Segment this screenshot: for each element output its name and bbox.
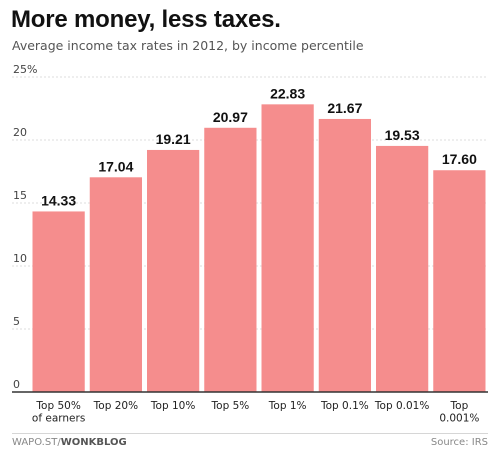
x-tick-label: Top 0.001%	[439, 400, 479, 425]
footer-site: WAPO.ST/	[12, 437, 61, 448]
data-label: 19.53	[385, 127, 420, 143]
x-tick-label: Top 10%	[150, 400, 195, 412]
bar	[318, 118, 371, 392]
x-tick-label: Top 50% of earners	[32, 400, 85, 425]
data-label: 14.33	[41, 192, 76, 208]
data-labels: 14.33 17.04 19.21 20.97 22.83 21.67 19.53 17.60	[41, 85, 477, 208]
chart-title: More money, less taxes.	[11, 6, 281, 33]
bar	[32, 211, 85, 392]
x-tick-label: Top 0.1%	[320, 400, 369, 412]
x-tick-label: Top 0.01%	[374, 400, 429, 412]
footer-credit: WAPO.ST/WONKBLOG	[12, 437, 127, 448]
x-tick-label: Top 5%	[211, 400, 250, 412]
x-tick-label: Top 20%	[93, 400, 138, 412]
bar	[376, 145, 429, 392]
data-label: 21.67	[327, 100, 362, 116]
y-tick-label: 20	[13, 126, 27, 139]
footer-brand: WONKBLOG	[60, 437, 127, 448]
bar	[433, 170, 486, 392]
data-label: 17.04	[98, 158, 133, 174]
y-tick-label: 10	[13, 252, 27, 265]
bar-chart: 0 5 10 15 20 25% 14.33 17.04 19.21 20.97 22.83 21.…	[12, 63, 488, 425]
bar	[89, 177, 142, 392]
bar	[261, 104, 314, 392]
x-axis-tick-labels: Top 50% of earners Top 20% Top 10% Top 5% Top…	[32, 400, 479, 425]
y-tick-label: 25%	[13, 63, 37, 76]
data-label: 20.97	[213, 109, 248, 125]
bar	[147, 149, 200, 392]
footer-divider	[12, 433, 488, 434]
y-tick-label: 0	[13, 378, 20, 391]
data-label: 22.83	[270, 85, 305, 101]
data-label: 17.60	[442, 151, 477, 167]
data-label: 19.21	[156, 131, 191, 147]
footer-source: Source: IRS	[430, 437, 488, 448]
y-tick-label: 5	[13, 315, 20, 328]
bar	[204, 127, 257, 392]
chart-subtitle: Average income tax rates in 2012, by inc…	[12, 38, 364, 53]
x-tick-label: Top 1%	[268, 400, 307, 412]
bars	[32, 104, 486, 392]
y-tick-label: 15	[13, 189, 27, 202]
